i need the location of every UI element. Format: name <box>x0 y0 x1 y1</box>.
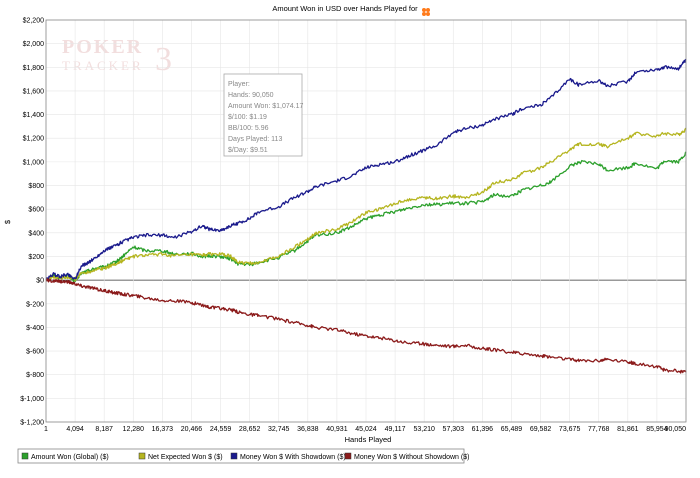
y-tick-label: $-200 <box>26 301 44 308</box>
x-tick-label: 85,954 <box>646 426 668 433</box>
x-tick-label: 32,745 <box>268 426 290 433</box>
icon-dot <box>426 8 430 12</box>
x-axis-label: Hands Played <box>345 435 392 444</box>
tooltip-line: Days Played: 113 <box>228 136 282 143</box>
watermark-number: 3 <box>155 41 172 78</box>
y-tick-label: $2,200 <box>23 18 45 25</box>
y-tick-label: $1,200 <box>23 136 45 143</box>
x-axis-ticks: 1 4,094 8,187 12,280 16,373 20,466 24,559 28,65… <box>44 426 686 433</box>
y-tick-label: $-1,200 <box>20 420 44 427</box>
x-tick-label: 73,675 <box>559 426 581 433</box>
y-tick-label: $1,000 <box>23 159 45 166</box>
tooltip-line: Amount Won: $1,074.17 <box>228 103 303 110</box>
x-tick-label: 16,373 <box>152 426 174 433</box>
legend-label: Amount Won (Global) ($) <box>31 454 109 461</box>
icon-dot <box>426 12 430 16</box>
plot-frame <box>45 19 687 423</box>
y-tick-label: $200 <box>28 254 44 261</box>
y-tick-label: $-400 <box>26 325 44 332</box>
chart-title: Amount Won in USD over Hands Played for <box>272 4 418 13</box>
legend-label: Net Expected Won $ ($) <box>148 454 223 461</box>
legend-swatch <box>230 452 238 460</box>
x-tick-label: 90,050 <box>665 426 687 433</box>
tooltip-line: Hands: 90,050 <box>228 92 274 99</box>
y-axis-label: $ <box>3 219 12 224</box>
y-axis-ticks: $2,200 $2,000 $1,800 $1,600 $1,400 $1,200 $1,0… <box>20 18 44 427</box>
grid <box>45 19 687 423</box>
x-tick-label: 28,652 <box>239 426 261 433</box>
series-layer <box>45 58 687 374</box>
x-tick-label: 77,768 <box>588 426 610 433</box>
y-tick-label: $800 <box>28 183 44 190</box>
x-tick-label: 20,466 <box>181 426 203 433</box>
x-tick-label: 24,559 <box>210 426 232 433</box>
y-tick-label: $1,800 <box>23 65 45 72</box>
legend-item[interactable]: Net Expected Won $ ($) <box>138 452 223 461</box>
legend: Amount Won (Global) ($) Net Expected Won… <box>17 448 469 464</box>
x-tick-label: 40,931 <box>326 426 348 433</box>
x-tick-label: 8,187 <box>95 426 113 433</box>
tooltip-line: $/100: $1.19 <box>228 114 267 121</box>
y-tick-label: $400 <box>28 230 44 237</box>
x-tick-label: 1 <box>44 426 48 433</box>
legend-item[interactable]: Money Won $ Without Showdown ($) <box>344 452 469 461</box>
series-line-4 <box>45 278 687 374</box>
x-tick-label: 53,210 <box>413 426 435 433</box>
x-tick-label: 69,582 <box>530 426 552 433</box>
tooltip-line: Player: <box>228 81 250 88</box>
tooltip-box <box>223 73 303 157</box>
tooltip-line: $/Day: $9.51 <box>228 147 268 154</box>
x-tick-label: 4,094 <box>66 426 84 433</box>
y-tick-label: $0 <box>36 278 44 285</box>
x-tick-label: 45,024 <box>355 426 377 433</box>
watermark-word-1: POKER <box>62 36 143 58</box>
x-tick-label: 12,280 <box>123 426 145 433</box>
series-line-2 <box>45 127 687 282</box>
legend-swatch <box>344 452 352 460</box>
legend-swatch <box>21 452 29 460</box>
icon-dot <box>422 8 426 12</box>
y-tick-label: $-1,000 <box>20 396 44 403</box>
y-tick-label: $-600 <box>26 349 44 356</box>
x-tick-label: 81,861 <box>617 426 639 433</box>
watermark-word-2: TRACKER <box>62 58 144 73</box>
y-tick-label: $600 <box>28 207 44 214</box>
x-tick-label: 49,117 <box>385 426 406 433</box>
legend-box <box>17 448 465 464</box>
legend-label: Money Won $ With Showdown ($) <box>240 454 346 461</box>
icon-dot <box>422 12 426 16</box>
legend-label: Money Won $ Without Showdown ($) <box>354 454 469 461</box>
legend-item[interactable]: Amount Won (Global) ($) <box>21 452 109 461</box>
watermark: POKER TRACKER 3 <box>62 36 172 78</box>
y-tick-label: $-800 <box>26 372 44 379</box>
x-tick-label: 61,396 <box>472 426 494 433</box>
legend-item[interactable]: Money Won $ With Showdown ($) <box>230 452 346 461</box>
y-tick-label: $2,000 <box>23 41 45 48</box>
x-tick-label: 65,489 <box>501 426 523 433</box>
legend-swatch <box>138 452 146 460</box>
y-tick-label: $1,400 <box>23 112 45 119</box>
series-line-3 <box>45 58 687 281</box>
y-tick-label: $1,600 <box>23 88 45 95</box>
title-player-icon <box>422 8 430 16</box>
x-tick-label: 36,838 <box>297 426 319 433</box>
tooltip-line: BB/100: 5.96 <box>228 125 269 132</box>
x-tick-label: 57,303 <box>443 426 465 433</box>
info-tooltip: Player: Hands: 90,050 Amount Won: $1,074… <box>223 73 303 157</box>
